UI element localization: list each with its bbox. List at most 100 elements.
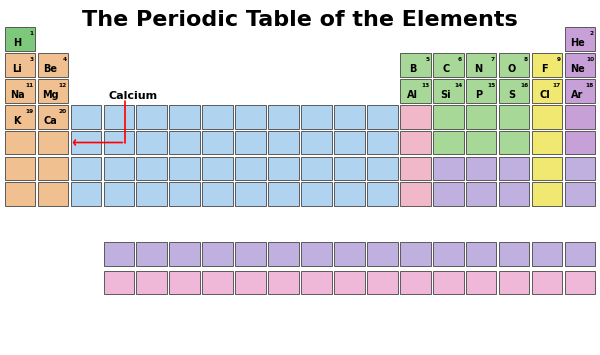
Text: 17: 17 <box>553 83 561 88</box>
Bar <box>268 105 299 129</box>
Bar <box>301 131 332 154</box>
Bar <box>136 182 167 206</box>
Text: P: P <box>475 90 482 100</box>
Bar <box>169 271 200 294</box>
Bar <box>268 182 299 206</box>
Bar <box>235 242 266 266</box>
Bar <box>466 157 496 180</box>
Bar <box>466 182 496 206</box>
Bar <box>466 79 496 103</box>
Bar <box>466 131 496 154</box>
Bar <box>301 271 332 294</box>
Bar <box>367 131 398 154</box>
Bar <box>268 157 299 180</box>
Text: He: He <box>570 38 585 48</box>
Bar <box>71 105 101 129</box>
Bar <box>532 53 562 77</box>
Bar <box>499 79 529 103</box>
Text: 12: 12 <box>58 83 67 88</box>
Bar <box>499 182 529 206</box>
Bar <box>466 242 496 266</box>
Bar <box>433 182 464 206</box>
Bar <box>400 242 431 266</box>
Bar <box>433 53 464 77</box>
Bar <box>499 271 529 294</box>
Text: Calcium: Calcium <box>109 91 158 101</box>
Bar <box>499 157 529 180</box>
Text: C: C <box>442 64 449 74</box>
Bar <box>367 182 398 206</box>
Bar <box>169 182 200 206</box>
Bar <box>532 79 562 103</box>
Bar <box>235 157 266 180</box>
Bar <box>5 182 35 206</box>
Text: 15: 15 <box>487 83 495 88</box>
Text: 16: 16 <box>520 83 528 88</box>
Bar <box>400 182 431 206</box>
Bar <box>5 27 35 51</box>
Text: Si: Si <box>440 90 451 100</box>
Bar <box>71 131 101 154</box>
Text: 2: 2 <box>590 31 594 36</box>
Bar <box>5 105 35 129</box>
Bar <box>5 79 35 103</box>
Bar <box>268 242 299 266</box>
Bar <box>71 157 101 180</box>
Text: 10: 10 <box>586 57 594 62</box>
Bar <box>104 271 134 294</box>
Bar <box>532 131 562 154</box>
Bar <box>5 157 35 180</box>
Bar <box>38 157 68 180</box>
Text: Na: Na <box>10 90 25 100</box>
Text: K: K <box>13 116 21 126</box>
Bar <box>202 131 233 154</box>
Bar <box>433 105 464 129</box>
Bar <box>268 271 299 294</box>
Text: Ca: Ca <box>43 116 57 126</box>
Text: 1: 1 <box>29 31 34 36</box>
Bar <box>136 131 167 154</box>
Bar <box>367 105 398 129</box>
Bar <box>565 271 595 294</box>
Bar <box>499 242 529 266</box>
Bar <box>104 157 134 180</box>
Bar <box>433 131 464 154</box>
Text: S: S <box>508 90 515 100</box>
Bar <box>532 271 562 294</box>
Text: 14: 14 <box>454 83 462 88</box>
Bar <box>499 131 529 154</box>
Bar <box>104 242 134 266</box>
Bar <box>38 131 68 154</box>
Text: Mg: Mg <box>42 90 58 100</box>
Bar <box>400 53 431 77</box>
Bar <box>235 182 266 206</box>
Text: 20: 20 <box>58 109 67 114</box>
Bar <box>565 53 595 77</box>
Text: 18: 18 <box>586 83 594 88</box>
Bar <box>5 53 35 77</box>
Text: 4: 4 <box>62 57 67 62</box>
Bar <box>565 79 595 103</box>
Text: H: H <box>13 38 21 48</box>
Bar <box>136 242 167 266</box>
Bar <box>202 157 233 180</box>
Bar <box>301 182 332 206</box>
Bar <box>565 242 595 266</box>
Bar <box>532 182 562 206</box>
Bar <box>565 182 595 206</box>
Bar <box>466 271 496 294</box>
Text: O: O <box>508 64 516 74</box>
Text: 13: 13 <box>421 83 429 88</box>
Bar <box>104 131 134 154</box>
Text: The Periodic Table of the Elements: The Periodic Table of the Elements <box>82 10 518 31</box>
Text: Al: Al <box>407 90 418 100</box>
Text: Li: Li <box>12 64 22 74</box>
Bar <box>334 242 365 266</box>
Bar <box>532 242 562 266</box>
Text: 9: 9 <box>557 57 561 62</box>
Bar <box>334 271 365 294</box>
Text: N: N <box>475 64 483 74</box>
Bar <box>433 271 464 294</box>
Bar <box>104 105 134 129</box>
Bar <box>169 105 200 129</box>
